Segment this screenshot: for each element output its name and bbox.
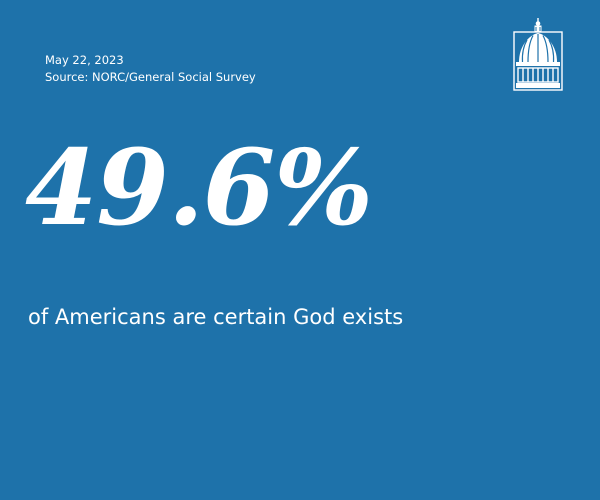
- headline-statistic: 49.6%: [25, 126, 373, 249]
- publish-date: May 22, 2023: [45, 53, 124, 67]
- source-line: Source: NORC/General Social Survey: [45, 70, 256, 84]
- statistic-caption: of Americans are certain God exists: [28, 305, 404, 329]
- meta-block: May 22, 2023 Source: NORC/General Social…: [45, 52, 256, 86]
- capitol-dome-icon: [512, 18, 564, 92]
